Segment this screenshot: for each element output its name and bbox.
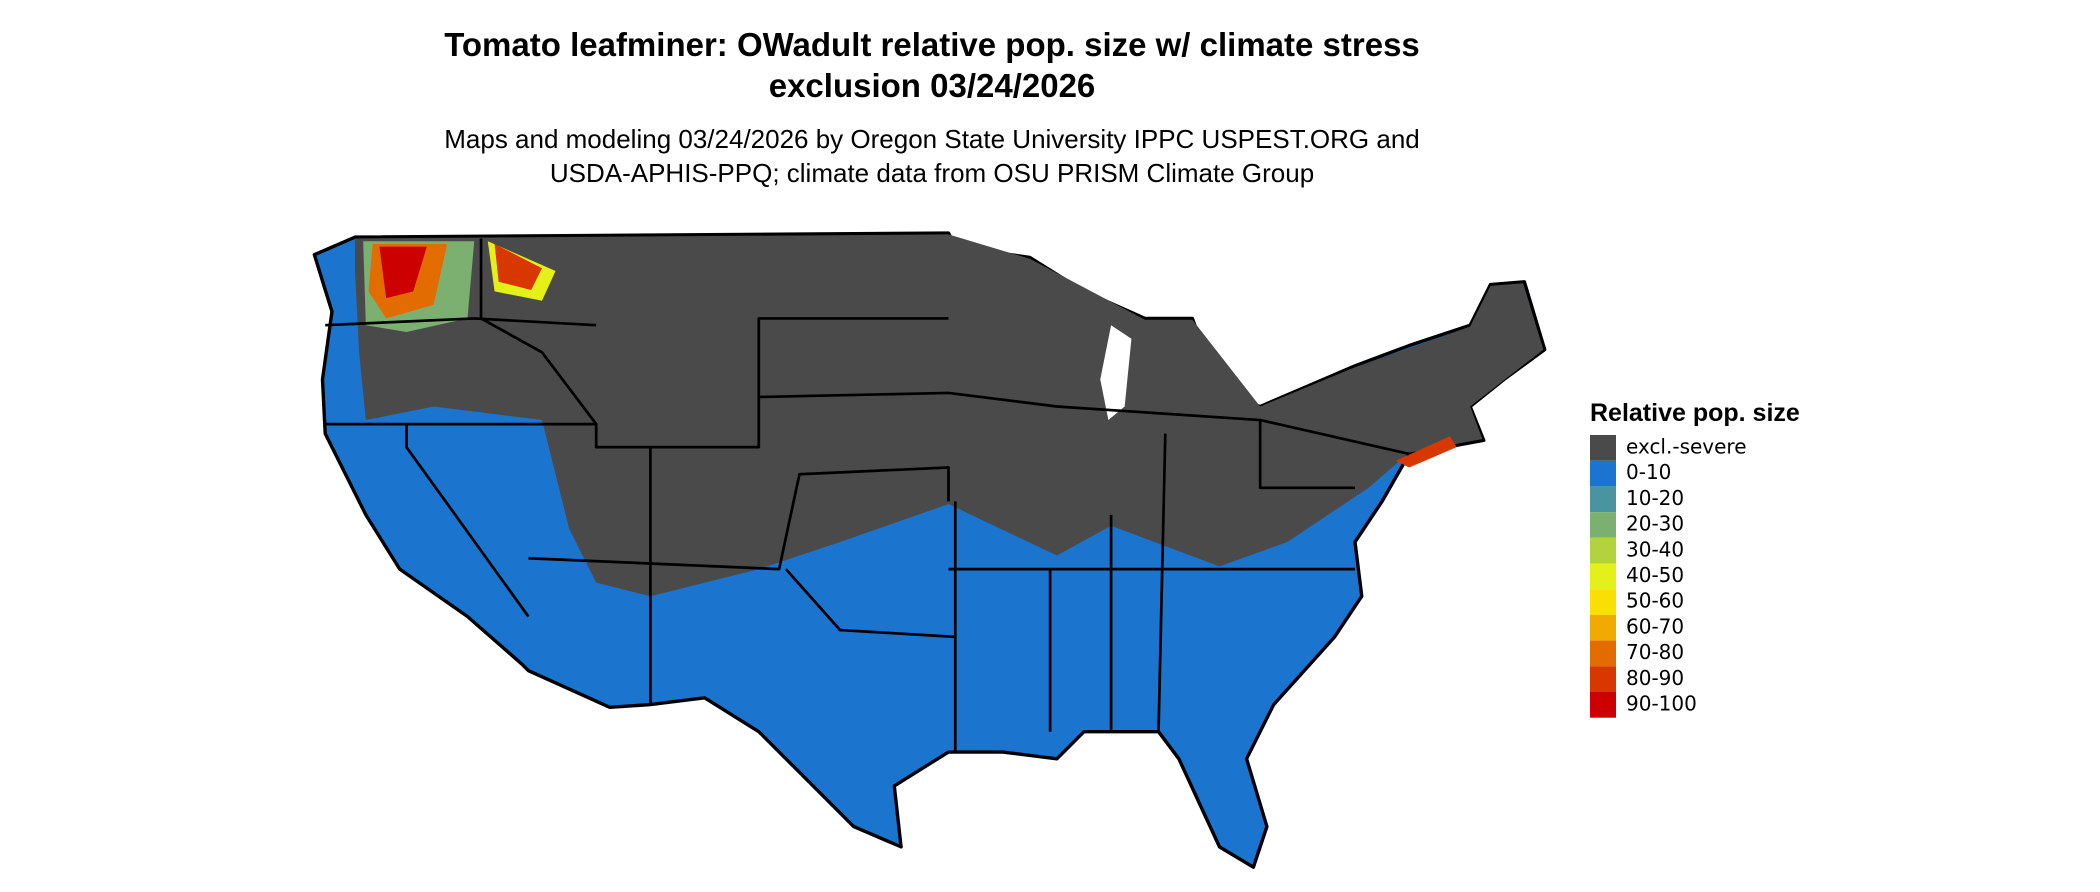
excluded-region: [355, 234, 1544, 597]
state-lines: [325, 238, 1410, 753]
ne-warm-zone: [1395, 436, 1457, 468]
legend-label: 30-40: [1626, 537, 1684, 561]
legend-label: 40-50: [1626, 563, 1684, 587]
title: Tomato leafminer: OWadult relative pop. …: [444, 26, 1420, 63]
legend-label: 10-20: [1626, 486, 1684, 510]
legend-swatch: [1590, 614, 1616, 641]
nw-warm-zone: [494, 243, 542, 290]
legend: excl.-severe0-1010-2020-3030-4040-5050-6…: [1590, 435, 1747, 718]
legend-swatch: [1590, 537, 1616, 564]
legend-swatch: [1590, 589, 1616, 615]
legend-title: Relative pop. size: [1590, 399, 1800, 427]
legend-label: 80-90: [1626, 666, 1684, 690]
legend-label: 60-70: [1626, 614, 1684, 638]
legend-label: 50-60: [1626, 589, 1684, 613]
legend-swatch: [1590, 512, 1616, 538]
title: exclusion 03/24/2026: [769, 67, 1096, 104]
subtitle: USDA-APHIS-PPQ; climate data from OSU PR…: [550, 158, 1314, 188]
legend-label: 90-100: [1626, 692, 1697, 716]
map: [312, 231, 1547, 869]
subtitle: Maps and modeling 03/24/2026 by Oregon S…: [444, 124, 1420, 154]
legend-swatch: [1590, 460, 1616, 487]
legend-swatch: [1590, 563, 1616, 590]
legend-label: 0-10: [1626, 460, 1671, 484]
legend-swatch: [1590, 435, 1616, 461]
legend-label: excl.-severe: [1626, 435, 1747, 459]
legend-swatch: [1590, 640, 1616, 667]
legend-label: 70-80: [1626, 640, 1684, 664]
legend-label: 20-30: [1626, 512, 1684, 536]
legend-swatch: [1590, 486, 1616, 513]
nw-warm-zone: [379, 246, 427, 299]
legend-swatch: [1590, 692, 1616, 718]
great-lakes: [1100, 325, 1132, 421]
legend-swatch: [1590, 666, 1616, 692]
